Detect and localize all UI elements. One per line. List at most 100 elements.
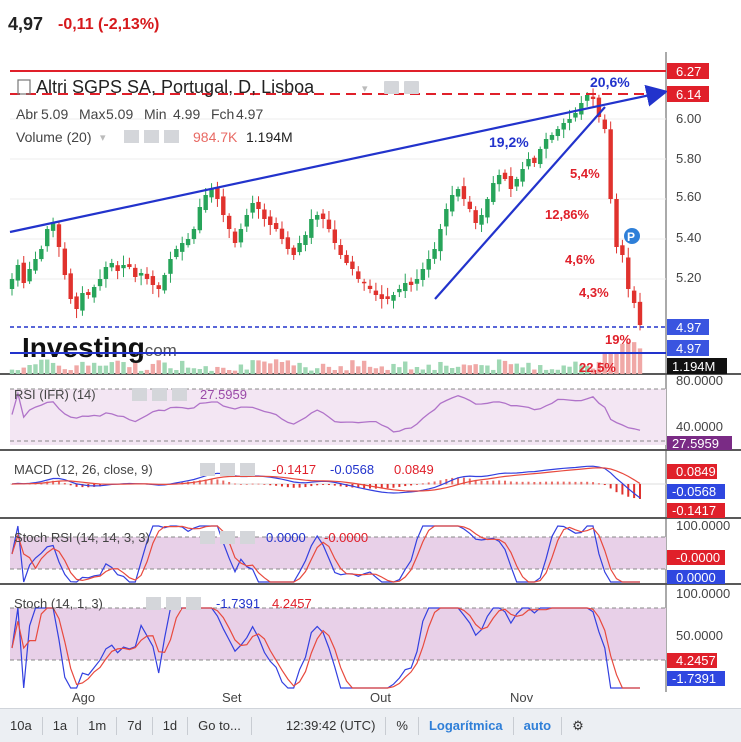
go-to-button[interactable]: Go to... — [198, 718, 241, 733]
candle-body — [273, 223, 279, 229]
range-1m-button[interactable]: 1m — [88, 718, 107, 733]
candle-body — [590, 96, 596, 99]
candle-body — [455, 189, 461, 197]
svg-text:50.0000: 50.0000 — [676, 628, 723, 643]
range-1y-button[interactable]: 1a — [52, 718, 68, 733]
rsi-panel[interactable]: RSI (IFR) (14) 27.5959 80.0000 40.0000 2… — [10, 373, 732, 451]
candle-body — [350, 261, 355, 269]
svg-text:6.00: 6.00 — [676, 111, 701, 126]
macd-histogram-bar — [228, 481, 231, 485]
candle-body — [614, 199, 619, 247]
panel-title[interactable]: Altri SGPS SA, Portugal, D, Lisboa ▾ — [17, 77, 419, 97]
volume-bar — [508, 364, 514, 374]
macd-histogram-bar — [52, 480, 55, 485]
volume-bar — [97, 365, 103, 374]
svg-text:4.97: 4.97 — [676, 320, 701, 335]
stoch-rsi-panel[interactable]: Stoch RSI (14, 14, 3, 3) 0.0000 -0.0000 … — [10, 518, 730, 585]
macd-histogram-bar — [509, 481, 512, 485]
settings-gear-icon[interactable]: ⚙ — [572, 718, 584, 733]
candle-body — [197, 207, 203, 231]
macd-histogram-bar — [57, 481, 60, 485]
candle-body — [514, 179, 519, 187]
volume-bar — [461, 364, 467, 374]
candle-body — [285, 237, 291, 249]
candle-body — [62, 248, 68, 275]
stoch-panel[interactable]: Stoch (14, 1, 3) -1.7391 4.2457 100.0000… — [10, 586, 730, 689]
macd-histogram-bar — [480, 480, 483, 485]
volume-bar — [344, 370, 349, 374]
range-1d-button[interactable]: 1d — [162, 718, 178, 733]
watermark-logo: Investing — [22, 332, 145, 363]
price-candles — [9, 88, 643, 331]
macd-histogram-bar — [427, 482, 430, 485]
candle-body — [291, 247, 296, 255]
eye-icon — [200, 463, 215, 476]
candle-body — [215, 187, 220, 199]
candle-body — [367, 285, 373, 289]
stoch-d-line — [11, 607, 640, 689]
svg-text:6.14: 6.14 — [676, 87, 701, 102]
volume-bar — [138, 370, 144, 374]
eye-icon — [132, 388, 147, 401]
macd-histogram-bar — [445, 479, 448, 485]
range-10y-button[interactable]: 10a — [10, 718, 32, 733]
chart-area[interactable]: Investing .com Altri SGPS SA, Portugal, … — [0, 52, 741, 708]
macd-histogram-bar — [462, 477, 465, 485]
volume-bar — [391, 363, 396, 374]
macd-histogram-bar — [251, 483, 254, 485]
candle-body — [68, 273, 73, 299]
volume-bar — [596, 361, 602, 374]
macd-histogram-bar — [210, 479, 213, 485]
auto-scale-toggle[interactable]: auto — [523, 718, 552, 733]
svg-text:Altri SGPS SA, Portugal, D, Li: Altri SGPS SA, Portugal, D, Lisboa — [36, 77, 315, 97]
svg-text:5.80: 5.80 — [676, 151, 701, 166]
candle-body — [532, 157, 537, 163]
event-marker[interactable] — [624, 228, 640, 244]
macd-histogram-bar — [597, 483, 600, 485]
macd-histogram-bar — [239, 484, 242, 485]
macd-histogram-bar — [392, 484, 395, 488]
volume-bar — [174, 370, 179, 374]
volume-bar — [168, 368, 173, 374]
macd-histogram-bar — [310, 484, 313, 487]
svg-text:Min: Min — [144, 106, 167, 122]
volume-bar — [485, 365, 490, 374]
volume-bar — [232, 370, 238, 374]
price-axis: 6.00 5.80 5.60 5.40 5.20 — [676, 111, 701, 285]
svg-text:5.20: 5.20 — [676, 270, 701, 285]
candle-body — [397, 289, 402, 293]
svg-text:4.97: 4.97 — [236, 106, 263, 122]
macd-panel[interactable]: MACD (12, 26, close, 9) -0.1417 -0.0568 … — [10, 462, 725, 518]
range-7d-button[interactable]: 7d — [127, 718, 142, 733]
macd-histogram-bar — [568, 481, 571, 485]
macd-histogram-bar — [533, 481, 536, 485]
candle-body — [121, 265, 126, 269]
log-scale-toggle[interactable]: Logarítmica — [428, 718, 503, 733]
candle-body — [444, 209, 449, 227]
volume-bar — [156, 360, 161, 374]
volume-bar — [438, 361, 443, 374]
percent-toggle[interactable]: % — [396, 718, 408, 733]
volume-bar — [620, 343, 625, 374]
gear-icon[interactable] — [404, 81, 419, 94]
volume-bar — [303, 367, 308, 374]
macd-histogram-bar — [386, 484, 389, 489]
macd-histogram-bar — [257, 483, 260, 485]
volume-bar — [356, 366, 361, 374]
candle-body — [262, 209, 267, 219]
volume-bar — [285, 360, 291, 374]
annotation-19: 19% — [605, 332, 631, 347]
volume-bar — [543, 369, 549, 374]
rsi-tag — [667, 436, 732, 450]
eye-icon[interactable] — [384, 81, 399, 94]
candle-body — [256, 201, 261, 209]
volume-bar — [226, 370, 232, 374]
candle-body — [138, 273, 144, 276]
volume-bar — [150, 363, 156, 374]
candle-body — [438, 229, 443, 252]
svg-text:Stoch (14, 1, 3): Stoch (14, 1, 3) — [14, 596, 103, 611]
macd-histogram-bar — [298, 484, 301, 488]
svg-text:1.194M: 1.194M — [672, 359, 715, 374]
volume-bar — [209, 370, 214, 374]
macd-histogram-bar — [410, 484, 413, 486]
